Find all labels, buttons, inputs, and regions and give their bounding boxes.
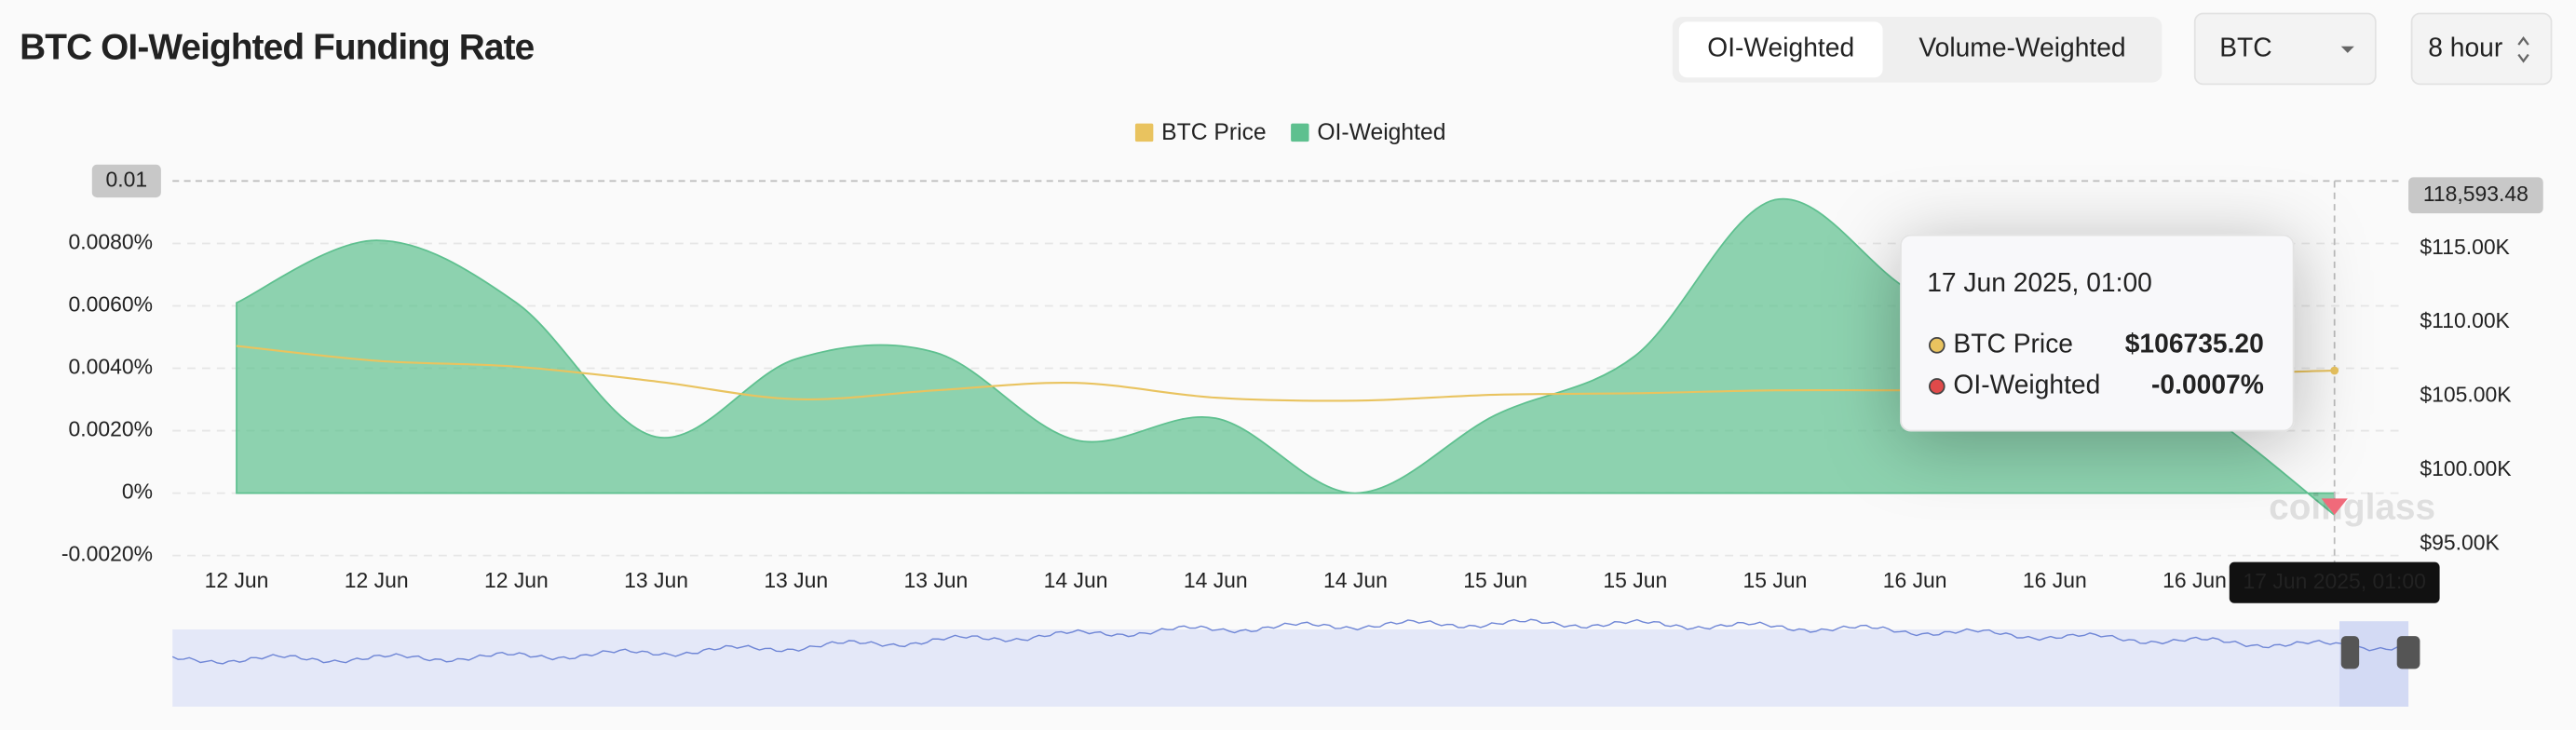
y2-tick-label: $100.00K <box>2420 456 2512 480</box>
tooltip-name: OI-Weighted <box>1953 369 2100 399</box>
x-tick-label: 13 Jun <box>764 568 828 592</box>
tab[interactable]: OI-Weighted <box>1707 33 1854 62</box>
tab[interactable]: Volume-Weighted <box>1918 33 2125 62</box>
x-tick-label: 14 Jun <box>1323 568 1388 592</box>
crosshair-label-bg <box>91 164 161 198</box>
crosshair-label: 0.01 <box>106 167 148 191</box>
legend-label: BTC Price <box>1161 120 1266 145</box>
x-tick-label: 13 Jun <box>624 568 688 592</box>
tooltip-name: BTC Price <box>1953 328 2073 358</box>
tooltip-dot <box>1928 337 1946 354</box>
x-tick-label: 17 Jun 2025, 01:00 <box>2244 569 2426 593</box>
x-tick-label: 13 Jun <box>903 568 968 592</box>
x-tick-label: 15 Jun <box>1743 568 1808 592</box>
tooltip-value: $106735.20 <box>2125 328 2264 358</box>
tooltip-dot <box>1928 378 1946 395</box>
x-tick-label: 16 Jun <box>1883 568 1947 592</box>
interval-value[interactable]: 8 hour <box>2428 33 2502 62</box>
interval-select[interactable] <box>2410 12 2553 86</box>
select-arrow <box>2340 46 2354 53</box>
spinner-icon <box>2517 36 2529 63</box>
x-tick-label: 12 Jun <box>345 568 409 592</box>
tooltip-title: 17 Jun 2025, 01:00 <box>1927 267 2152 297</box>
x-tick-label: 14 Jun <box>1184 568 1248 592</box>
legend-swatch <box>1134 123 1154 142</box>
x-label-highlight <box>2229 561 2440 603</box>
navigator <box>172 629 2409 707</box>
navigator-handle[interactable] <box>2396 636 2420 669</box>
x-tick-label: 15 Jun <box>1463 568 1527 592</box>
y-tick-label: 0.0040% <box>69 355 154 379</box>
watermark: coinglass <box>2269 487 2435 527</box>
hover-point <box>2330 366 2339 375</box>
legend-swatch <box>1291 123 1309 142</box>
x-tick-label: 14 Jun <box>1044 568 1108 592</box>
tooltip <box>1900 234 2295 432</box>
symbol-value[interactable]: BTC <box>2219 33 2271 62</box>
x-tick-label: 12 Jun <box>484 568 549 592</box>
y-tick-label: 0.0020% <box>69 417 154 441</box>
hover-point <box>2321 498 2348 516</box>
y2-tick-label: $95.00K <box>2420 530 2500 554</box>
y2-tick-label: $110.00K <box>2420 308 2510 332</box>
x-tick-label: 12 Jun <box>205 568 269 592</box>
page-title: BTC OI-Weighted Funding Rate <box>20 28 534 68</box>
y-tick-label: 0% <box>122 480 153 504</box>
y2-tick-label: $115.00K <box>2420 235 2510 259</box>
legend-label: OI-Weighted <box>1317 120 1445 145</box>
y-tick-label: -0.0020% <box>61 542 153 566</box>
x-tick-label: 16 Jun <box>2023 568 2087 592</box>
crosshair-label-bg <box>2408 177 2543 214</box>
y-tick-label: 0.0080% <box>69 230 154 254</box>
navigator-handle[interactable] <box>2340 636 2360 669</box>
symbol-select[interactable] <box>2193 12 2377 86</box>
navigator-line <box>171 618 2409 665</box>
tab-active-bg <box>1678 21 1883 78</box>
x-tick-label: 15 Jun <box>1603 568 1667 592</box>
x-tick-label: 16 Jun <box>2162 568 2227 592</box>
tooltip-value: -0.0007% <box>2151 369 2264 399</box>
y-tick-label: 0.0060% <box>69 292 154 317</box>
crosshair-label: 118,593.48 <box>2423 182 2529 206</box>
y2-tick-label: $105.00K <box>2420 383 2512 407</box>
